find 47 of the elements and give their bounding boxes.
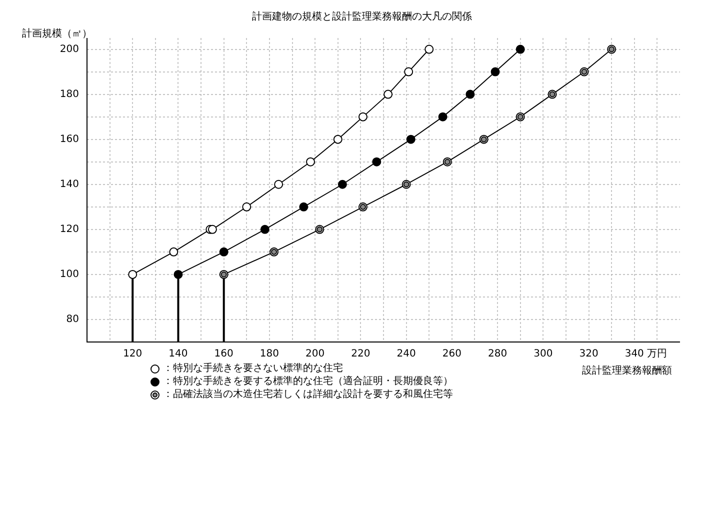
point	[169, 247, 178, 256]
y-tick-label: 180	[60, 88, 79, 100]
x-tick-label: 180	[260, 348, 280, 360]
point	[516, 44, 525, 54]
point	[260, 224, 270, 234]
y-tick-label: 140	[60, 178, 79, 190]
x-tick-label: 160	[214, 348, 234, 360]
point	[306, 157, 316, 166]
x-tick-label: 340	[624, 348, 644, 360]
x-tick-label: 万円	[647, 348, 668, 360]
point	[299, 202, 308, 212]
x-tick-label: 320	[579, 348, 598, 360]
y-tick-label: 200	[60, 44, 79, 55]
y-axis-title: 計画規模（㎡）	[22, 28, 92, 40]
legend-label: ：特別な手続きを要さない標準的な住宅	[163, 362, 343, 375]
x-tick-label: 140	[168, 348, 188, 360]
legend-label: ：特別な手続きを要する標準的な住宅（適合証明・長期優良等）	[163, 375, 453, 388]
x-tick-label: 240	[396, 348, 416, 360]
point	[384, 90, 393, 99]
x-tick-label: 220	[351, 348, 370, 360]
point	[128, 270, 138, 279]
x-tick-label: 260	[442, 348, 462, 360]
x-axis-title: 設計監理業務報酬額	[582, 364, 672, 377]
y-tick-label: 160	[60, 134, 79, 145]
point	[406, 134, 416, 144]
point	[358, 112, 368, 122]
point	[466, 90, 475, 99]
y-tick-label: 80	[66, 314, 79, 326]
point	[438, 112, 448, 122]
point	[338, 180, 347, 189]
chart-title: 計画建物の規模と設計監理業務報酬の大凡の関係	[252, 10, 472, 23]
point	[372, 157, 382, 166]
y-tick-label: 120	[60, 224, 79, 235]
y-tick-label: 100	[60, 269, 79, 280]
point	[404, 67, 414, 76]
point	[174, 270, 183, 279]
point	[242, 202, 252, 212]
point	[333, 134, 342, 144]
legend-label: ：品確法該当の木造住宅若しくは詳細な設計を要する和風住宅等	[163, 388, 453, 401]
point	[490, 67, 500, 76]
x-tick-label: 300	[534, 348, 553, 360]
point	[274, 180, 284, 189]
x-tick-label: 280	[488, 348, 508, 360]
point	[424, 44, 434, 54]
x-tick-label: 120	[123, 348, 142, 360]
point	[219, 247, 228, 256]
x-tick-label: 200	[306, 348, 325, 360]
